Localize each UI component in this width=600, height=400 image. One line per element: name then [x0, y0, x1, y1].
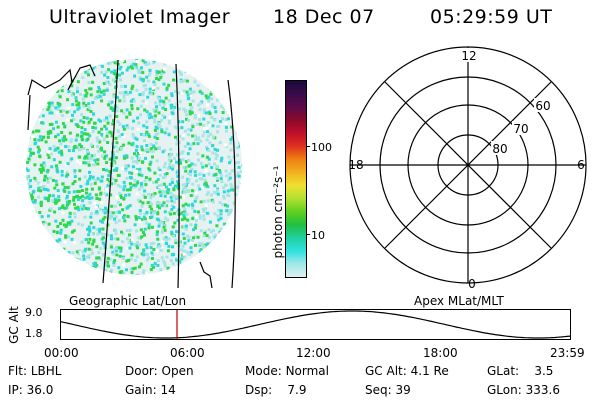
colorbar	[285, 80, 307, 278]
coastline	[199, 261, 213, 289]
longitude-line	[175, 63, 180, 289]
instrument-title: Ultraviolet Imager	[49, 6, 231, 28]
date-label: 18 Dec 07	[273, 6, 375, 28]
coastline	[27, 64, 96, 96]
status-ip: IP: 36.0	[8, 383, 54, 397]
xtick-1: 06:00	[170, 346, 205, 360]
altitude-curve	[60, 310, 571, 339]
geographic-label: Geographic Lat/Lon	[69, 294, 187, 308]
mlt-label-18: 18	[348, 158, 363, 172]
status-mode: Mode: Normal	[245, 364, 329, 378]
altitude-ytick-bottom: 1.8	[25, 327, 43, 340]
colorbar-tick-10: 10	[311, 229, 325, 242]
mlt-label-6: 6	[577, 158, 585, 172]
status-filter: Flt: LBHL	[8, 364, 62, 378]
mlt-label-0: 0	[468, 277, 476, 291]
geographic-image	[26, 59, 242, 289]
time-label: 05:29:59 UT	[430, 6, 553, 28]
polar-plot: 12 18 6 0 60 70 80	[348, 46, 587, 291]
status-dsp: Dsp: 7.9	[245, 383, 307, 397]
longitude-line	[102, 59, 119, 284]
status-gc-alt: GC Alt: 4.1 Re	[365, 364, 449, 378]
altitude-plot	[60, 309, 571, 340]
status-glat: GLat: 3.5	[487, 364, 554, 378]
altitude-ylabel: GC Alt	[7, 306, 21, 344]
uv-emission-disk	[26, 59, 242, 275]
coastline	[27, 94, 31, 131]
lat-label-80: 80	[492, 142, 507, 156]
xtick-3: 18:00	[423, 346, 458, 360]
status-glon: GLon: 333.6	[487, 383, 560, 397]
status-door: Door: Open	[125, 364, 194, 378]
xtick-0: 00:00	[44, 346, 79, 360]
status-gain: Gain: 14	[125, 383, 176, 397]
polar-label: Apex MLat/MLT	[414, 294, 504, 308]
xtick-4: 23:59	[550, 346, 585, 360]
longitude-line	[227, 79, 236, 289]
colorbar-label: photon cm⁻²s⁻¹	[271, 165, 285, 259]
lat-label-60: 60	[535, 99, 550, 113]
colorbar-tick-100: 100	[311, 141, 332, 154]
lat-label-70: 70	[513, 122, 528, 136]
altitude-ytick-top: 9.0	[25, 306, 43, 319]
xtick-2: 12:00	[296, 346, 331, 360]
mlt-label-12: 12	[461, 49, 476, 63]
status-seq: Seq: 39	[365, 383, 411, 397]
